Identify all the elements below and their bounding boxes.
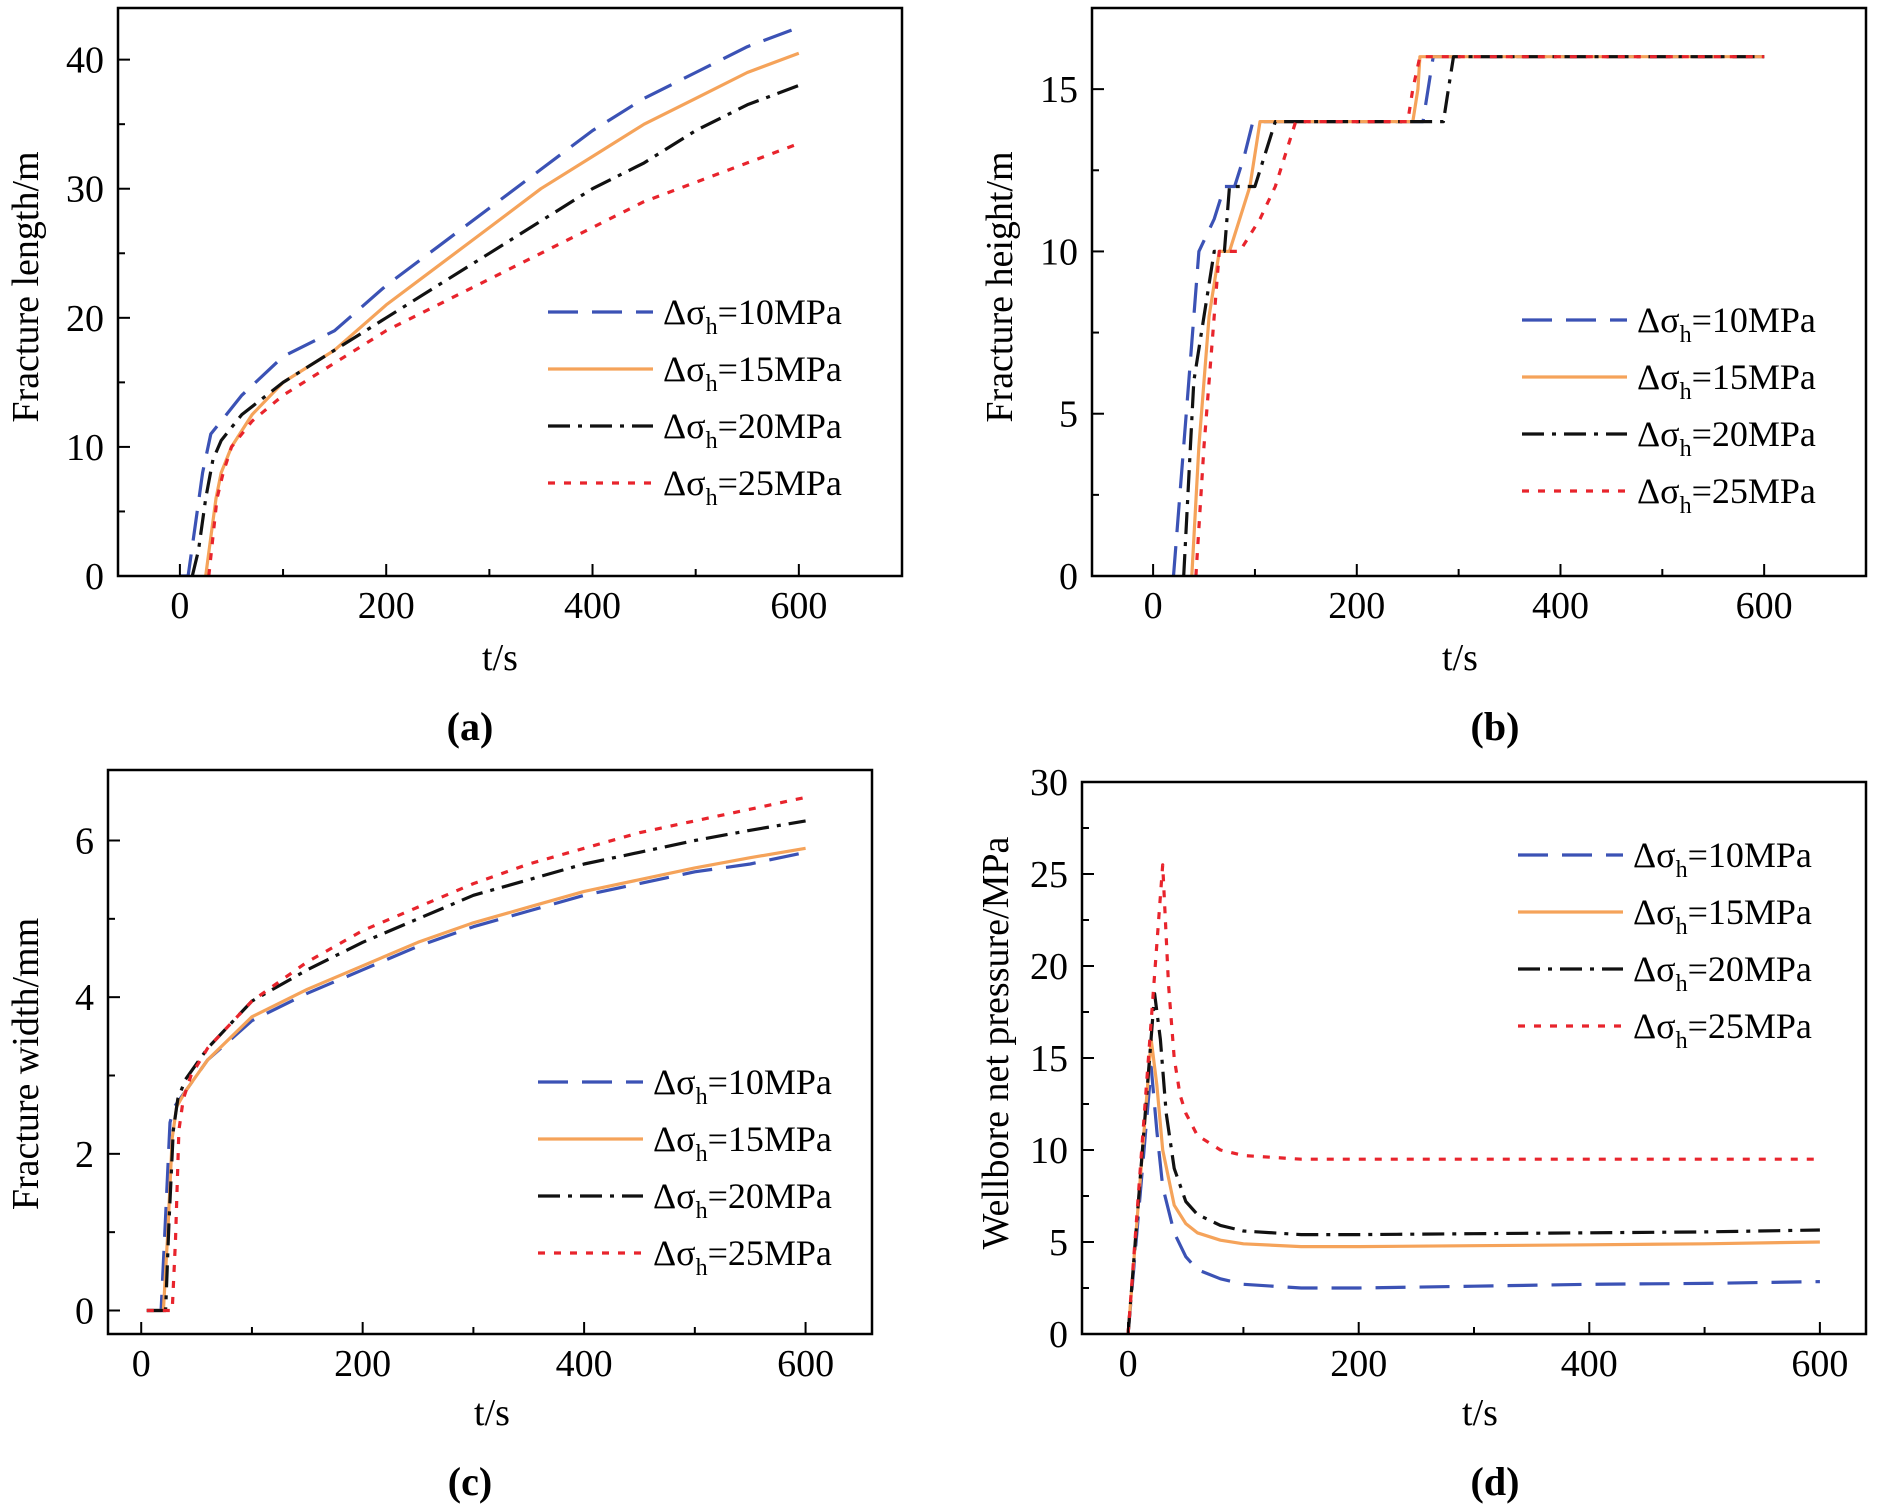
series-line-1	[146, 850, 806, 1313]
x-tick-label: 600	[1791, 1343, 1848, 1385]
series-line-1	[1126, 1065, 1820, 1334]
y-tick-label: 0	[1059, 556, 1078, 598]
x-tick-label: 600	[1736, 585, 1793, 627]
y-tick-label: 2	[75, 1134, 94, 1176]
y-tick-label: 25	[1030, 854, 1068, 896]
series-line-4	[207, 142, 800, 576]
panel-a: Fracture length/m t/s (a)	[5, 151, 518, 749]
y-tick-label: 40	[66, 40, 104, 82]
panel-b-ylabel: Fracture height/m	[979, 151, 1021, 422]
series-line-3	[1126, 991, 1820, 1334]
legend-label-1: Δσh=10MPa	[663, 292, 842, 340]
panel-b-label: (b)	[1471, 704, 1520, 749]
panel-d: Wellbore net pressure/MPa t/s (d)	[975, 837, 1519, 1504]
panel-a-xlabel: t/s	[482, 637, 518, 679]
legend-label-4: Δσh=25MPa	[1637, 471, 1816, 519]
legend-label-3: Δσh=20MPa	[1633, 949, 1812, 997]
panel-a-label: (a)	[447, 704, 494, 749]
series-line-3	[190, 84, 800, 576]
y-tick-label: 0	[75, 1291, 94, 1333]
series-line-1	[179, 25, 800, 576]
series-line-4	[1126, 863, 1820, 1334]
y-tick-label: 10	[1030, 1130, 1068, 1172]
legend-label-1: Δσh=10MPa	[1637, 300, 1816, 348]
x-tick-label: 600	[777, 1343, 834, 1385]
legend: Δσh=10MPa Δσh=15MPa Δσh=20MPa Δσh=25MPa	[548, 292, 842, 511]
x-tick-label: 600	[770, 585, 827, 627]
plot-area-2: 0 200 400 600 0 2 4 6 Δσh=10MPa Δσh=15MPa Δσh=20MP…	[75, 768, 874, 1385]
panel-d-label: (d)	[1471, 1459, 1520, 1504]
legend-label-1: Δσh=10MPa	[653, 1062, 832, 1110]
series-line-1	[1171, 55, 1765, 576]
panel-d-xlabel: t/s	[1462, 1392, 1498, 1434]
y-tick-label: 20	[1030, 946, 1068, 988]
plot-area-1: 0 200 400 600 0 5 10 15 Δσh=10MPa Δσh=15MPa Δσh=20…	[1040, 6, 1868, 627]
y-tick-label: 5	[1049, 1222, 1068, 1264]
axes-frame	[116, 6, 904, 578]
x-tick-label: 400	[564, 585, 621, 627]
y-tick-label: 0	[1049, 1314, 1068, 1356]
series-line-2	[204, 51, 800, 576]
x-tick-label: 400	[1532, 585, 1589, 627]
legend-label-2: Δσh=15MPa	[653, 1119, 832, 1167]
legend-label-2: Δσh=15MPa	[1637, 357, 1816, 405]
y-tick-label: 30	[66, 169, 104, 211]
legend-label-3: Δσh=20MPa	[1637, 414, 1816, 462]
series-line-4	[1194, 55, 1765, 576]
panel-c-label: (c)	[448, 1459, 492, 1504]
y-tick-label: 4	[75, 977, 94, 1019]
x-tick-label: 0	[170, 585, 189, 627]
legend-label-3: Δσh=20MPa	[663, 406, 842, 454]
legend-label-2: Δσh=15MPa	[663, 349, 842, 397]
y-tick-label: 0	[85, 556, 104, 598]
x-tick-label: 200	[334, 1343, 391, 1385]
y-tick-label: 15	[1030, 1038, 1068, 1080]
panel-b-xlabel: t/s	[1442, 637, 1478, 679]
legend-label-4: Δσh=25MPa	[663, 463, 842, 511]
x-tick-label: 0	[132, 1343, 151, 1385]
y-tick-label: 20	[66, 298, 104, 340]
y-tick-label: 10	[66, 427, 104, 469]
legend-label-4: Δσh=25MPa	[1633, 1006, 1812, 1054]
panel-c: Fracture width/mm t/s (c)	[5, 918, 510, 1504]
axes-frame	[106, 768, 874, 1336]
x-tick-label: 400	[556, 1343, 613, 1385]
axes-frame	[1090, 6, 1868, 578]
y-tick-label: 30	[1030, 762, 1068, 804]
plot-area-3: 0 200 400 600 0 5 10 15 20 25 30 Δσh=10MPa Δσh=15MPa…	[1030, 762, 1868, 1385]
y-tick-label: 15	[1040, 69, 1078, 111]
x-tick-label: 200	[1328, 585, 1385, 627]
x-tick-label: 400	[1561, 1343, 1618, 1385]
y-tick-label: 6	[75, 821, 94, 863]
legend-label-4: Δσh=25MPa	[653, 1233, 832, 1281]
panel-c-xlabel: t/s	[474, 1392, 510, 1434]
y-tick-label: 10	[1040, 231, 1078, 273]
legend-label-3: Δσh=20MPa	[653, 1176, 832, 1224]
legend: Δσh=10MPa Δσh=15MPa Δσh=20MPa Δσh=25MPa	[538, 1062, 832, 1281]
x-tick-label: 0	[1144, 585, 1163, 627]
plot-area-0: 0 200 400 600010203040Δσh=10MPaΔσh=15MPaΔσh…	[66, 6, 904, 627]
series-line-3	[1182, 55, 1765, 576]
panel-a-ylabel: Fracture length/m	[5, 151, 47, 422]
series-line-3	[146, 819, 806, 1313]
panel-c-ylabel: Fracture width/mm	[5, 918, 47, 1210]
panel-d-ylabel: Wellbore net pressure/MPa	[975, 837, 1017, 1250]
legend-label-2: Δσh=15MPa	[1633, 892, 1812, 940]
legend-label-1: Δσh=10MPa	[1633, 835, 1812, 883]
series-line-2	[1190, 55, 1765, 576]
panel-b: Fracture height/m t/s (b)	[979, 151, 1519, 749]
x-tick-label: 0	[1119, 1343, 1138, 1385]
x-tick-label: 200	[358, 585, 415, 627]
y-tick-label: 5	[1059, 394, 1078, 436]
legend: Δσh=10MPa Δσh=15MPa Δσh=20MPa Δσh=25MPa	[1522, 300, 1816, 519]
series-line-2	[1126, 1037, 1820, 1334]
legend: Δσh=10MPa Δσh=15MPa Δσh=20MPa Δσh=25MPa	[1518, 835, 1812, 1054]
x-tick-label: 200	[1330, 1343, 1387, 1385]
